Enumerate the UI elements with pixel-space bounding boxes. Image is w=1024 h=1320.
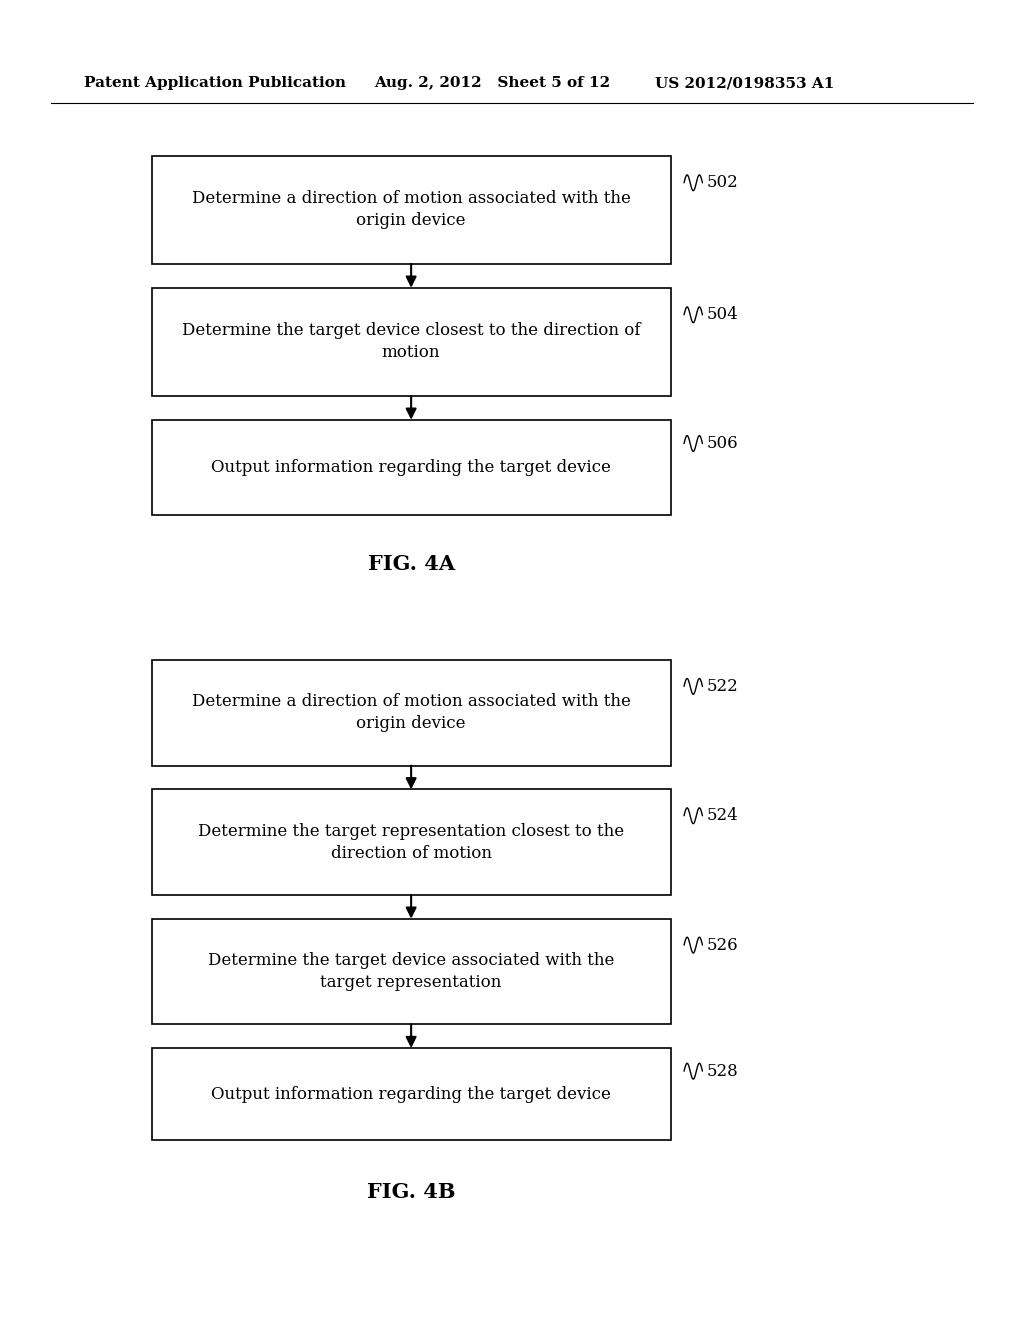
Text: Determine the target representation closest to the
direction of motion: Determine the target representation clos… bbox=[198, 822, 625, 862]
Text: Output information regarding the target device: Output information regarding the target … bbox=[211, 1086, 611, 1102]
Text: Output information regarding the target device: Output information regarding the target … bbox=[211, 459, 611, 475]
Bar bbox=[152, 156, 671, 264]
Text: 528: 528 bbox=[707, 1063, 738, 1080]
Text: Determine the target device associated with the
target representation: Determine the target device associated w… bbox=[208, 952, 614, 991]
Text: 522: 522 bbox=[707, 678, 738, 694]
Text: Patent Application Publication: Patent Application Publication bbox=[84, 77, 346, 90]
Text: Determine a direction of motion associated with the
origin device: Determine a direction of motion associat… bbox=[191, 190, 631, 230]
Text: 524: 524 bbox=[707, 808, 738, 824]
Bar bbox=[152, 1048, 671, 1140]
Text: Determine the target device closest to the direction of
motion: Determine the target device closest to t… bbox=[182, 322, 640, 362]
Text: Aug. 2, 2012   Sheet 5 of 12: Aug. 2, 2012 Sheet 5 of 12 bbox=[374, 77, 610, 90]
Text: 502: 502 bbox=[707, 174, 738, 191]
Text: 504: 504 bbox=[707, 306, 738, 323]
Text: Determine a direction of motion associated with the
origin device: Determine a direction of motion associat… bbox=[191, 693, 631, 733]
Bar bbox=[152, 420, 671, 515]
Bar bbox=[152, 919, 671, 1024]
Text: US 2012/0198353 A1: US 2012/0198353 A1 bbox=[655, 77, 835, 90]
Text: FIG. 4A: FIG. 4A bbox=[368, 553, 455, 574]
Bar bbox=[152, 660, 671, 766]
Bar bbox=[152, 288, 671, 396]
Text: 506: 506 bbox=[707, 436, 738, 451]
Text: 526: 526 bbox=[707, 937, 738, 953]
Text: FIG. 4B: FIG. 4B bbox=[367, 1181, 456, 1203]
Bar bbox=[152, 789, 671, 895]
